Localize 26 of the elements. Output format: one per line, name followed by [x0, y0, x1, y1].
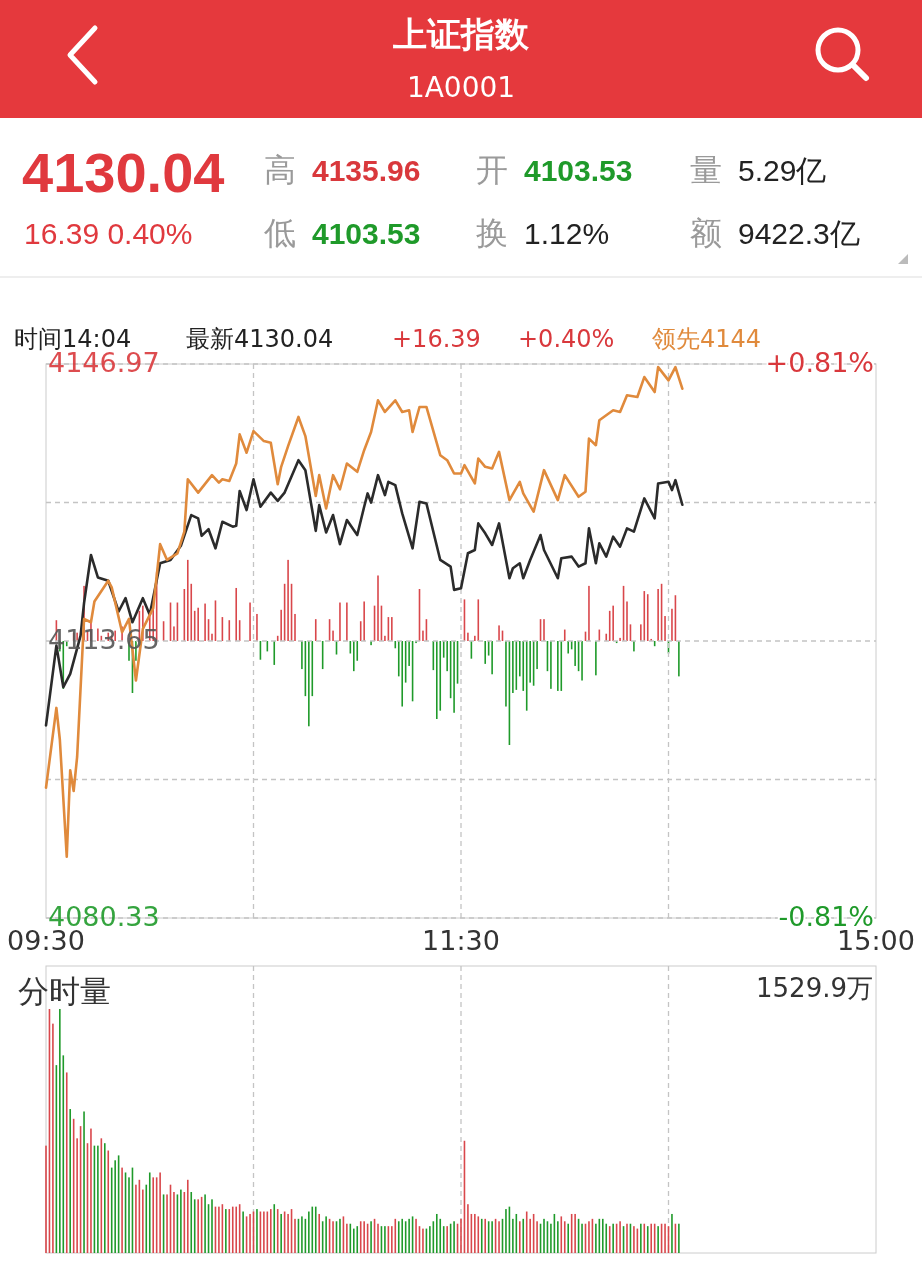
text: 4130.04: [22, 141, 225, 204]
x-tick-label: 15:00: [837, 925, 915, 956]
text: 换: [476, 215, 508, 251]
text: 领先4144: [652, 325, 762, 353]
text: 4103.53: [524, 154, 633, 187]
x-tick-label: 09:30: [7, 925, 85, 956]
text: 高: [264, 152, 296, 188]
text: 量: [690, 152, 722, 188]
y2-tick-label: +0.81%: [765, 346, 874, 378]
text: 额: [690, 215, 722, 251]
text: +0.40%: [518, 325, 615, 353]
text: 4135.96: [312, 154, 421, 187]
text: 上证指数: [392, 14, 530, 54]
text: +16.39: [392, 325, 481, 353]
text: 开: [476, 152, 508, 188]
text: 9422.3亿: [738, 217, 860, 250]
text: 最新4130.04: [186, 325, 334, 353]
text: 低: [264, 215, 296, 251]
text: 1.12%: [524, 217, 610, 250]
chart-title: 分时量: [18, 973, 111, 1009]
x-tick-label: 11:30: [422, 925, 500, 956]
text: 4103.53: [312, 217, 421, 250]
text: 1A0001: [406, 71, 516, 104]
text: 1529.9万: [756, 973, 873, 1003]
text: 5.29亿: [738, 154, 827, 187]
text: 16.39 0.40%: [24, 217, 193, 250]
